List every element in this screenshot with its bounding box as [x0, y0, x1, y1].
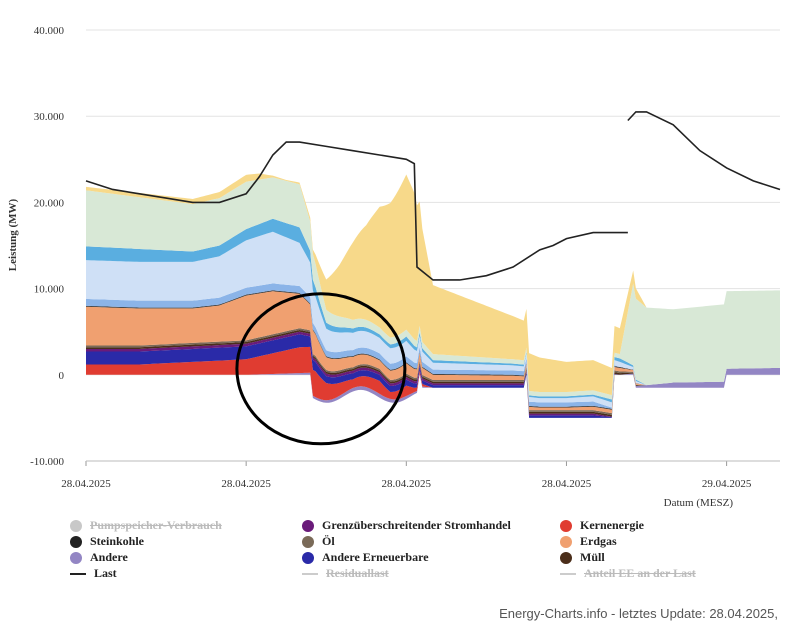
line-series: [85, 111, 781, 281]
legend-item--l[interactable]: Öl: [302, 534, 335, 549]
legend-label: Anteil EE an der Last: [584, 566, 696, 580]
legend-item-andere-erneuerbare[interactable]: Andere Erneuerbare: [302, 550, 429, 565]
y-tick-label: 10.000: [34, 284, 65, 296]
area-andere-erneuerbare: [86, 334, 780, 418]
y-tick-label: 30.000: [34, 111, 65, 123]
legend-label: Grenzüberschreitender Stromhandel: [322, 518, 511, 532]
legend-dot-icon: [302, 519, 314, 532]
legend-label: Erdgas: [580, 534, 617, 548]
legend-label: Pumpspeicher-Verbrauch: [90, 518, 222, 532]
legend-item-residuallast[interactable]: Residuallast: [302, 566, 389, 581]
x-tick-label: 28.04.2025: [382, 478, 432, 490]
legend-item-grenz-berschreitender-stromhandel[interactable]: Grenzüberschreitender Stromhandel: [302, 518, 511, 533]
legend-item-steinkohle[interactable]: Steinkohle: [70, 534, 144, 549]
legend-item-kernenergie[interactable]: Kernenergie: [560, 518, 644, 533]
legend-dot-icon: [70, 519, 82, 532]
y-axis-label: Leistung (MW): [7, 198, 19, 271]
legend-label: Andere Erneuerbare: [322, 550, 429, 564]
legend-dot-icon: [560, 551, 572, 564]
legend-label: Öl: [322, 534, 335, 548]
legend-label: Residuallast: [326, 566, 389, 580]
legend-dot-icon: [560, 535, 572, 548]
legend-dot-icon: [302, 535, 314, 548]
x-tick-label: 28.04.2025: [542, 478, 592, 490]
legend-dot-icon: [70, 535, 82, 548]
legend-line-icon: [560, 572, 576, 575]
footer-credit: Energy-Charts.info - letztes Update: 28.…: [499, 606, 778, 621]
y-tick-label: -10.000: [30, 456, 64, 468]
y-tick-label: 40.000: [34, 25, 65, 37]
axes: 40.000 30.000 20.000 10.000 0 -10.000 28.04.20…: [30, 25, 780, 490]
x-tick-label: 28.04.2025: [61, 478, 111, 490]
y-tick-label: 20.000: [34, 197, 65, 209]
legend-label: Kernenergie: [580, 518, 644, 532]
legend-item-erdgas[interactable]: Erdgas: [560, 534, 617, 549]
area-kernenergie: [86, 346, 780, 418]
area-wind-offshore: [86, 177, 780, 400]
legend-item-anteil-ee-an-der-last[interactable]: Anteil EE an der Last: [560, 566, 696, 581]
legend-label: Last: [94, 566, 117, 580]
legend-item-pumpspeicher-verbrauch[interactable]: Pumpspeicher-Verbrauch: [70, 518, 222, 533]
legend-item-last[interactable]: Last: [70, 566, 117, 581]
legend-label: Steinkohle: [90, 534, 145, 548]
area-biomasse: [86, 231, 780, 408]
legend-dot-icon: [70, 551, 82, 564]
y-tick-label: 0: [59, 370, 65, 382]
x-tick-label: 29.04.2025: [702, 478, 752, 490]
legend-line-icon: [302, 572, 318, 575]
legend-label: Müll: [580, 550, 605, 564]
annotation-layer: [235, 292, 407, 446]
stacked-areas: [86, 173, 780, 418]
annotation-circle: [235, 292, 407, 446]
x-tick-label: 28.04.2025: [221, 478, 271, 490]
legend-line-icon: [70, 572, 86, 575]
x-axis-label: Datum (MESZ): [664, 497, 734, 509]
legend-dot-icon: [560, 519, 572, 532]
legend-item-andere[interactable]: Andere: [70, 550, 128, 565]
legend-item-m-ll[interactable]: Müll: [560, 550, 605, 565]
line-last-2: [627, 111, 781, 191]
legend-dot-icon: [302, 551, 314, 564]
area-erdgas: [86, 291, 780, 414]
line-last: [85, 141, 628, 281]
legend-label: Andere: [90, 550, 128, 564]
